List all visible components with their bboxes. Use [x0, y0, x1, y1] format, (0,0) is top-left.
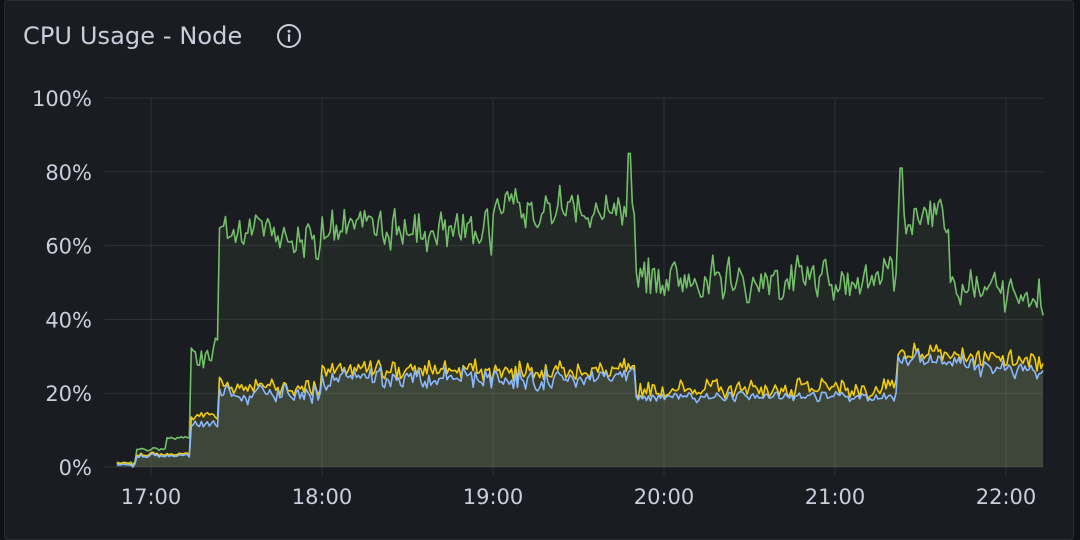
y-tick-label: 20%	[45, 382, 92, 406]
y-tick-label: 80%	[45, 161, 92, 185]
x-tick-label: 22:00	[976, 485, 1037, 509]
panel-header: CPU Usage - Node	[23, 16, 302, 56]
info-circle-icon[interactable]	[276, 23, 302, 49]
x-tick-label: 21:00	[805, 485, 866, 509]
y-tick-label: 100%	[32, 87, 92, 111]
x-tick-label: 19:00	[463, 485, 524, 509]
x-axis: 17:00 18:00 19:00 20:00 21:00 22:00	[121, 485, 1037, 509]
y-tick-label: 60%	[45, 235, 92, 259]
y-axis: 0% 20% 40% 60% 80% 100%	[32, 87, 92, 480]
time-series-chart[interactable]: 0% 20% 40% 60% 80% 100% 17:00 18:00 19:00 20:00 2…	[0, 0, 1080, 528]
panel-title: CPU Usage - Node	[23, 22, 243, 50]
y-tick-label: 40%	[45, 308, 92, 332]
series-lines	[116, 152, 1044, 468]
x-tick-label: 17:00	[121, 485, 182, 509]
y-tick-label: 0%	[59, 456, 92, 480]
series-blue-line[interactable]	[116, 349, 1044, 468]
x-tick-label: 20:00	[634, 485, 695, 509]
series-green-line[interactable]	[116, 152, 1044, 465]
series-yellow-line[interactable]	[116, 342, 1044, 467]
x-tick-label: 18:00	[292, 485, 353, 509]
grid-lines	[105, 97, 1043, 476]
